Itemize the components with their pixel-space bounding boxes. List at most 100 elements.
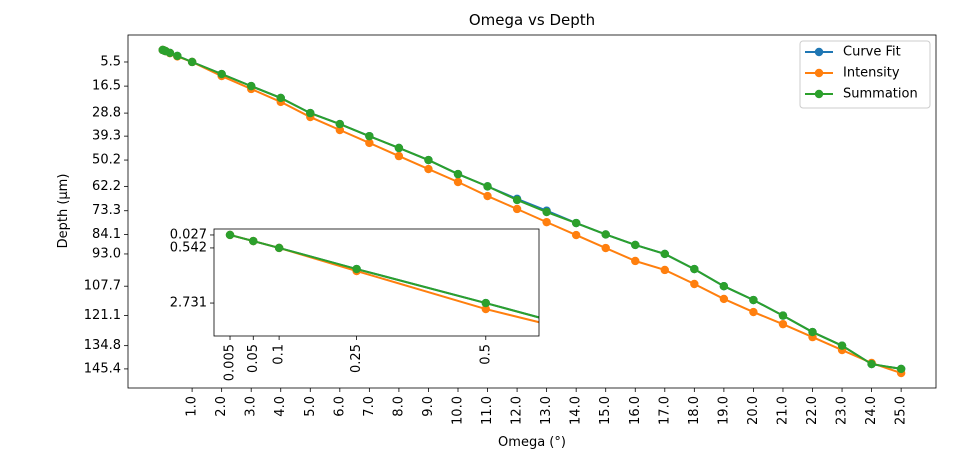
point bbox=[778, 311, 788, 320]
legend-marker bbox=[814, 68, 824, 78]
x-tick-label: 8.0 bbox=[391, 396, 406, 417]
point bbox=[837, 341, 847, 350]
x-tick-label: 5.0 bbox=[303, 396, 318, 417]
point bbox=[453, 169, 463, 179]
point bbox=[394, 151, 404, 161]
y-tick-label: 145.4 bbox=[84, 361, 121, 376]
point bbox=[453, 177, 463, 187]
point bbox=[483, 182, 492, 191]
x-tick-label: 22.0 bbox=[805, 396, 820, 425]
x-tick-label: 20.0 bbox=[746, 396, 761, 425]
y-tick-label: 93.0 bbox=[92, 246, 121, 261]
point bbox=[481, 298, 490, 308]
point bbox=[749, 307, 758, 317]
x-tick-label: 11.0 bbox=[480, 396, 495, 425]
y-tick-label: 84.1 bbox=[92, 227, 121, 242]
point bbox=[601, 230, 610, 239]
x-tick-label: 0.05 bbox=[246, 344, 261, 373]
y-tick-label: 134.8 bbox=[84, 338, 121, 353]
point bbox=[165, 48, 175, 58]
y-tick-label: 5.5 bbox=[100, 54, 121, 69]
x-tick-label: 2.0 bbox=[214, 396, 229, 417]
y-tick-label: 73.3 bbox=[92, 203, 121, 218]
point bbox=[173, 51, 182, 61]
y-tick-label: 0.027 bbox=[170, 227, 207, 242]
x-tick-label: 18.0 bbox=[687, 396, 702, 425]
y-tick-label: 2.731 bbox=[170, 296, 207, 311]
point bbox=[246, 81, 256, 91]
x-tick-label: 16.0 bbox=[628, 396, 643, 425]
x-tick-label: 17.0 bbox=[657, 396, 672, 425]
point bbox=[276, 93, 285, 103]
x-tick-label: 25.0 bbox=[894, 396, 909, 425]
point bbox=[483, 191, 492, 201]
y-tick-label: 16.5 bbox=[92, 79, 121, 94]
x-tick-label: 0.25 bbox=[349, 344, 364, 373]
y-tick-label: 50.2 bbox=[92, 153, 121, 168]
y-tick-label: 107.7 bbox=[84, 279, 121, 294]
legend-label: Curve Fit bbox=[843, 45, 901, 60]
point bbox=[719, 282, 729, 291]
x-tick-label: 0.005 bbox=[223, 344, 238, 381]
point bbox=[512, 195, 522, 205]
x-tick-label: 15.0 bbox=[598, 396, 613, 425]
legend-box bbox=[799, 40, 931, 109]
x-tick-label: 7.0 bbox=[362, 396, 377, 417]
point bbox=[512, 204, 522, 214]
y-tick-label: 62.2 bbox=[92, 179, 121, 194]
point bbox=[749, 295, 758, 305]
y-axis-label: Depth (µm) bbox=[56, 174, 71, 249]
axes-frame bbox=[213, 228, 540, 337]
y-tick-label: 39.3 bbox=[92, 129, 121, 144]
point bbox=[394, 143, 404, 153]
y-tick-label: 0.542 bbox=[170, 240, 207, 255]
x-tick-label: 4.0 bbox=[273, 396, 288, 417]
point bbox=[778, 319, 788, 329]
x-tick-label: 14.0 bbox=[569, 396, 584, 425]
point bbox=[867, 359, 876, 369]
chart-title: Omega vs Depth bbox=[469, 11, 595, 29]
plot-area bbox=[214, 229, 539, 336]
x-tick-label: 0.1 bbox=[272, 344, 287, 365]
x-tick-label: 21.0 bbox=[775, 396, 790, 425]
x-tick-label: 10.0 bbox=[450, 396, 465, 425]
x-tick-label: 0.5 bbox=[478, 344, 493, 365]
legend-marker bbox=[814, 89, 824, 99]
x-tick-label: 12.0 bbox=[510, 396, 525, 425]
series-layer bbox=[158, 45, 906, 378]
point bbox=[571, 218, 581, 228]
point bbox=[424, 155, 433, 165]
point bbox=[690, 264, 699, 274]
legend-label: Intensity bbox=[843, 66, 900, 81]
point bbox=[571, 230, 581, 240]
point bbox=[306, 108, 315, 118]
x-tick-label: 6.0 bbox=[332, 396, 347, 417]
point bbox=[808, 327, 817, 337]
point bbox=[352, 264, 361, 274]
x-tick-label: 24.0 bbox=[864, 396, 879, 425]
point bbox=[896, 364, 906, 374]
point bbox=[631, 240, 640, 250]
point bbox=[601, 243, 610, 253]
point bbox=[249, 236, 258, 246]
x-axis-label: Omega (°) bbox=[498, 435, 566, 450]
point bbox=[542, 207, 551, 217]
x-tick-label: 23.0 bbox=[835, 396, 850, 425]
axes-frame bbox=[127, 34, 937, 389]
point bbox=[690, 279, 699, 289]
legend-label: Summation bbox=[843, 87, 918, 102]
x-tick-label: 13.0 bbox=[539, 396, 554, 425]
point bbox=[660, 265, 669, 275]
series-layer bbox=[225, 230, 539, 324]
x-tick-label: 1.0 bbox=[185, 396, 200, 417]
x-tick-label: 19.0 bbox=[716, 396, 731, 425]
point bbox=[335, 125, 345, 135]
point bbox=[274, 243, 284, 253]
point bbox=[424, 164, 433, 174]
point bbox=[542, 217, 551, 227]
point bbox=[365, 138, 374, 148]
y-tick-label: 121.1 bbox=[84, 308, 121, 323]
y-tick-label: 28.8 bbox=[92, 106, 121, 121]
x-tick-label: 3.0 bbox=[244, 396, 259, 417]
